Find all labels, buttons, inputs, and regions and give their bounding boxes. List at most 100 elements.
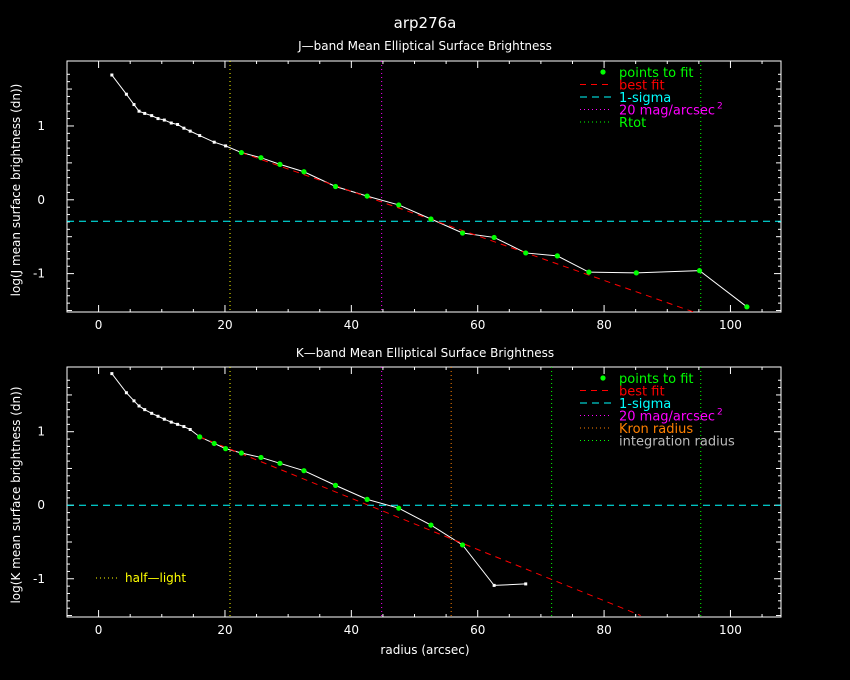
fit-point xyxy=(428,522,434,528)
y-tick-label: 0 xyxy=(37,498,45,512)
fit-point xyxy=(459,542,466,548)
best-fit-line xyxy=(199,436,641,616)
profile-point xyxy=(162,417,166,421)
fit-point xyxy=(211,440,217,447)
plot-area xyxy=(67,61,781,312)
profile-point xyxy=(224,144,228,148)
fit-point xyxy=(258,155,264,161)
profile-point xyxy=(182,425,186,429)
best-fit-line xyxy=(241,152,696,312)
profile-point xyxy=(182,126,186,130)
fit-point xyxy=(238,149,244,156)
profile-point xyxy=(150,411,154,415)
k-chart-title: K—band Mean Elliptical Surface Brightnes… xyxy=(296,346,554,360)
legend-superscript: 2 xyxy=(717,408,723,418)
fit-point xyxy=(744,304,750,310)
fit-point xyxy=(396,505,402,511)
fit-point xyxy=(428,216,434,222)
x-tick-label: 80 xyxy=(596,318,611,332)
x-tick-label: 100 xyxy=(719,623,742,637)
fit-point xyxy=(633,270,639,276)
x-tick-label: 20 xyxy=(217,623,232,637)
x-tick-label: 80 xyxy=(596,623,611,637)
profile-point xyxy=(156,117,160,121)
x-tick-label: 20 xyxy=(217,318,232,332)
profile-point xyxy=(176,122,180,126)
x-tick-label: 100 xyxy=(719,318,742,332)
j-chart-title: J—band Mean Elliptical Surface Brightnes… xyxy=(297,39,552,53)
profile-point xyxy=(176,422,180,426)
profile-point xyxy=(137,404,141,408)
fit-point xyxy=(332,183,339,190)
profile-point xyxy=(132,399,136,403)
legend-label: best fit xyxy=(619,385,665,400)
x-tick-label: 0 xyxy=(95,318,103,332)
fit-point xyxy=(696,268,703,274)
y-tick-label: 0 xyxy=(37,193,45,207)
k-x-axis-label: radius (arcsec) xyxy=(380,643,469,657)
x-tick-label: 40 xyxy=(344,623,359,637)
half-light-annotation: half—light xyxy=(125,571,186,585)
profile-point xyxy=(143,408,147,412)
profile-point xyxy=(492,583,496,587)
legend-label: 1-sigma xyxy=(619,397,671,412)
legend-label: 20 mag/arcsec xyxy=(619,104,715,119)
x-tick-label: 0 xyxy=(95,623,103,637)
legend-label: 20 mag/arcsec xyxy=(619,410,715,425)
profile-point xyxy=(188,129,192,133)
plot-frame xyxy=(66,60,782,313)
figure-title: arp276a xyxy=(394,14,457,32)
profile-point xyxy=(132,103,136,107)
fit-point xyxy=(364,496,370,502)
fit-point xyxy=(222,446,229,452)
profile-point xyxy=(137,109,141,113)
profile-point xyxy=(150,114,154,118)
fit-point xyxy=(396,202,402,208)
plot-frame xyxy=(66,366,782,618)
fit-point xyxy=(523,250,529,256)
legend-label: 1-sigma xyxy=(619,91,671,106)
k-y-axis-label: log(K mean surface brightness (dn)) xyxy=(9,386,23,603)
profile-point xyxy=(162,118,166,122)
legend-marker xyxy=(600,375,606,381)
fit-point xyxy=(364,193,370,199)
fit-point xyxy=(277,460,283,466)
x-tick-label: 60 xyxy=(470,623,485,637)
fit-point xyxy=(301,468,307,474)
legend-label: Kron radius xyxy=(619,422,693,437)
profile-point xyxy=(124,92,128,96)
fit-point xyxy=(301,169,307,175)
legend-label: best fit xyxy=(619,79,665,94)
plot-area xyxy=(67,367,781,617)
legend-superscript: 2 xyxy=(717,102,723,112)
profile-point xyxy=(110,73,114,77)
legend-marker xyxy=(600,69,606,75)
y-tick-label: -1 xyxy=(33,572,45,586)
fit-point xyxy=(586,269,592,275)
fit-point xyxy=(491,234,497,241)
profile-point xyxy=(156,414,160,418)
profile-point xyxy=(524,582,528,586)
k-band-chart: K—band Mean Elliptical Surface Brightnes… xyxy=(9,346,782,657)
profile-point xyxy=(124,391,128,395)
profile-point xyxy=(110,372,114,376)
x-tick-label: 60 xyxy=(470,318,485,332)
profile-point xyxy=(188,428,192,431)
j-y-axis-label: log(J mean surface brightness (dn)) xyxy=(9,84,23,297)
legend-label: integration radius xyxy=(619,435,735,450)
fit-point xyxy=(277,161,283,167)
fit-point xyxy=(197,434,203,440)
profile-point xyxy=(198,134,202,138)
fit-point xyxy=(459,230,466,236)
profile-point xyxy=(143,111,147,115)
j-band-chart: J—band Mean Elliptical Surface Brightnes… xyxy=(9,39,782,332)
profile-point xyxy=(212,140,216,144)
fit-point xyxy=(258,454,264,461)
legend-label: Rtot xyxy=(619,116,646,131)
y-tick-label: -1 xyxy=(33,267,45,281)
fit-point xyxy=(554,253,560,259)
fit-point xyxy=(238,450,244,456)
